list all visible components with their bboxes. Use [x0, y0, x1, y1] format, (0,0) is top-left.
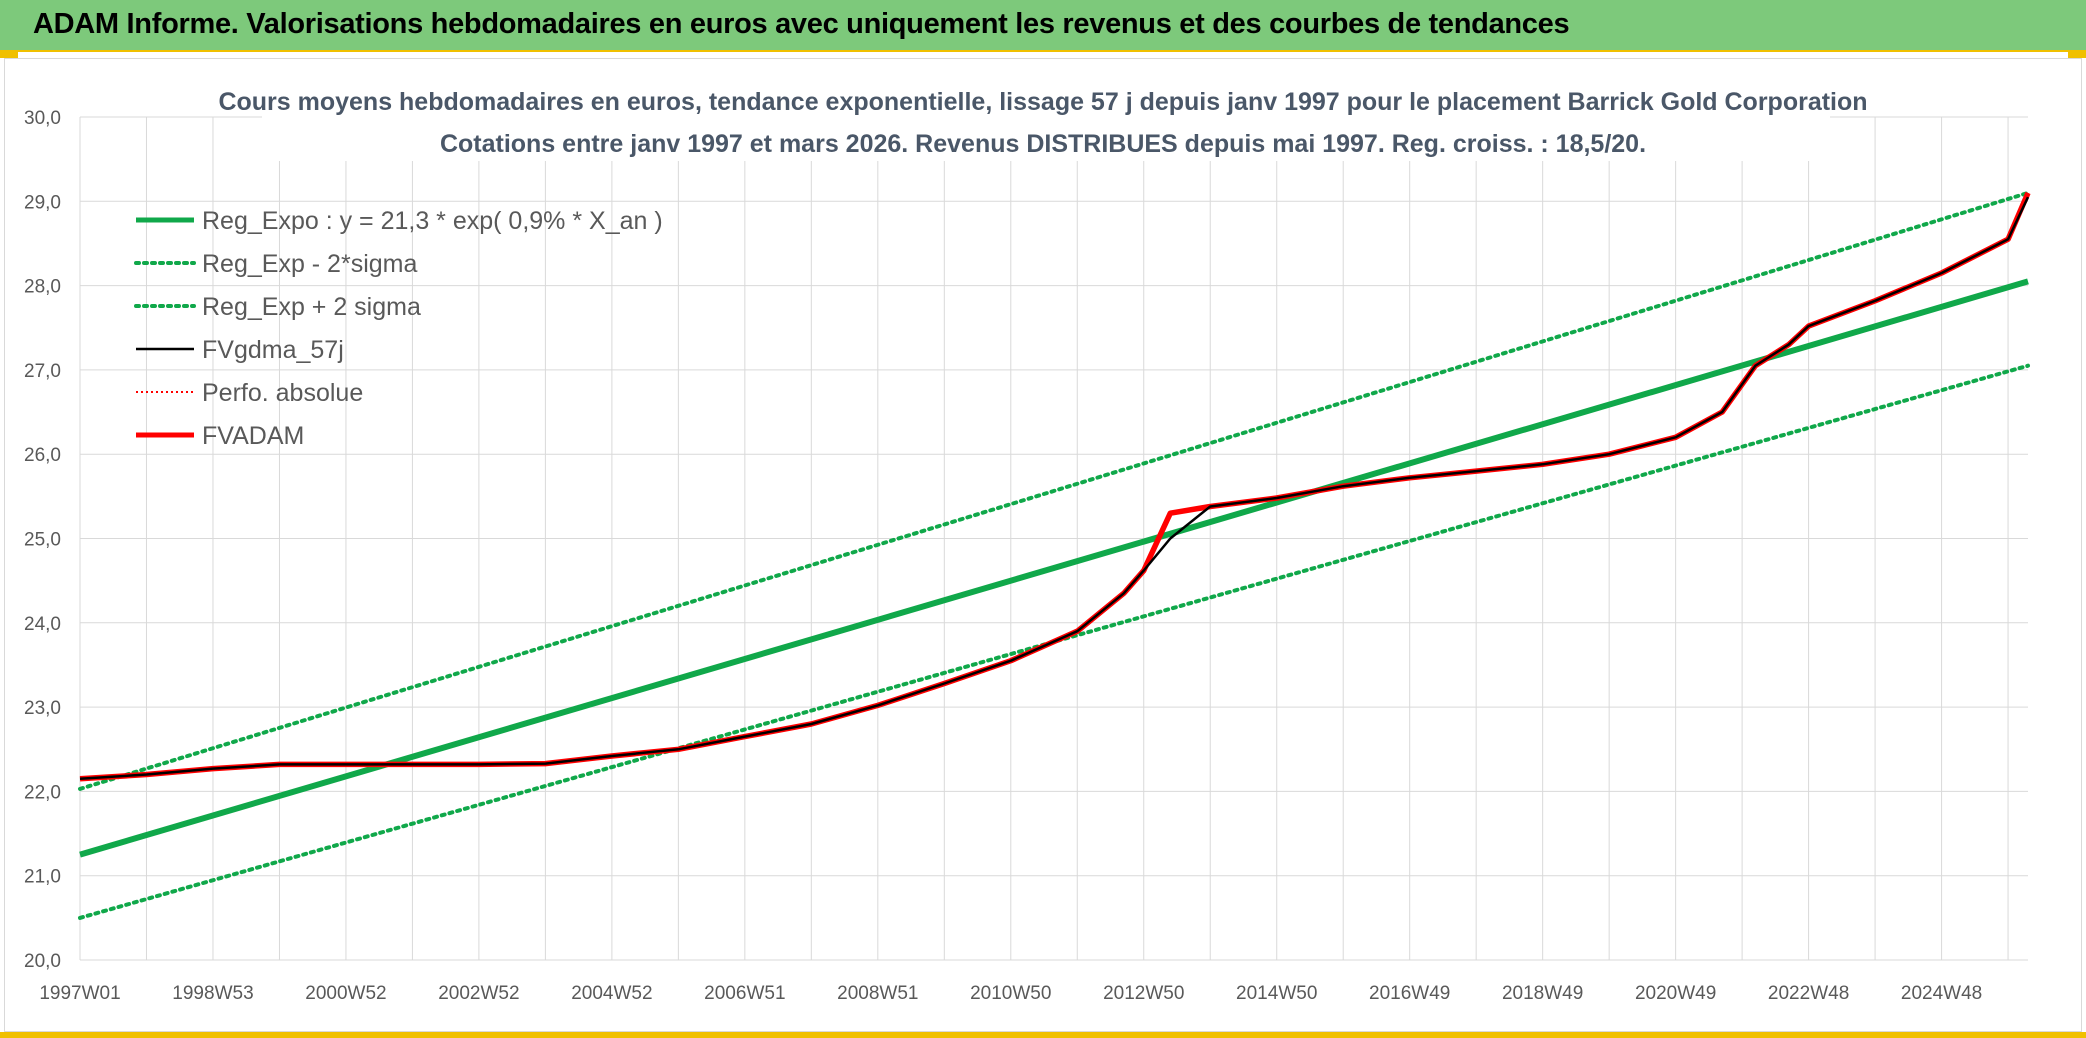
- x-axis-ticks: 1997W01 1998W53 2000W52 2002W52 2004W52 2006W…: [39, 983, 1982, 1004]
- grid-layer: [79, 116, 2028, 961]
- chart-subtitle: Cotations entre janv 1997 et mars 2026. …: [440, 130, 1646, 158]
- y-tick-label: 26,0: [24, 445, 61, 466]
- x-tick-label: 1998W53: [172, 983, 253, 1004]
- y-tick-label: 29,0: [24, 192, 61, 213]
- chart-title: Cours moyens hebdomadaires en euros, ten…: [218, 88, 1867, 116]
- legend-label-fvgdma-57j: FVgdma_57j: [202, 336, 344, 364]
- x-tick-label: 2004W52: [571, 983, 652, 1004]
- legend-label-reg-expo: Reg_Expo : y = 21,3 * exp( 0,9% * X_an ): [202, 207, 663, 235]
- x-tick-label: 2014W50: [1236, 983, 1317, 1004]
- x-tick-label: 2024W48: [1901, 983, 1982, 1004]
- x-tick-label: 2000W52: [305, 983, 386, 1004]
- y-tick-label: 28,0: [24, 277, 61, 298]
- x-tick-label: 2016W49: [1369, 983, 1450, 1004]
- y-tick-label: 21,0: [24, 867, 61, 888]
- x-tick-label: 2002W52: [438, 983, 519, 1004]
- bottom-accent-bar: [0, 1032, 2086, 1038]
- x-tick-label: 2008W51: [837, 983, 918, 1004]
- y-tick-label: 25,0: [24, 530, 61, 551]
- banner-corner-right: [2068, 52, 2086, 58]
- y-tick-label: 30,0: [24, 108, 61, 129]
- y-tick-label: 27,0: [24, 361, 61, 382]
- series-fvgdma-57j: [79, 196, 2030, 781]
- x-tick-label: 2020W49: [1635, 983, 1716, 1004]
- legend-label-fvadam: FVADAM: [202, 422, 304, 450]
- chart-frame: [4, 58, 2082, 1032]
- report-title: ADAM Informe. Valorisations hebdomadaire…: [33, 8, 1570, 40]
- x-tick-label: 2022W48: [1768, 983, 1849, 1004]
- banner-corner-left: [0, 52, 18, 58]
- report-banner: ADAM Informe. Valorisations hebdomadaire…: [0, 0, 2086, 52]
- y-axis-ticks: 20,0 21,0 22,0 23,0 24,0 25,0 26,0 27,0 28,0 29,0…: [24, 108, 61, 972]
- x-tick-label: 2012W50: [1103, 983, 1184, 1004]
- x-tick-label: 2010W50: [970, 983, 1051, 1004]
- title-background: [262, 85, 1830, 161]
- legend-label-reg-exp-plus-2-sigma: Reg_Exp + 2 sigma: [202, 293, 421, 321]
- series-reg-expo: [79, 278, 2029, 858]
- y-tick-label: 24,0: [24, 614, 61, 635]
- series-layer: [78, 190, 2031, 920]
- y-tick-label: 23,0: [24, 698, 61, 719]
- x-tick-label: 2018W49: [1502, 983, 1583, 1004]
- y-tick-label: 22,0: [24, 782, 61, 803]
- legend: Reg_Expo : y = 21,3 * exp( 0,9% * X_an )…: [134, 207, 663, 450]
- series-reg-exp-plus-2-sigma: [78, 190, 2030, 791]
- y-tick-label: 20,0: [24, 951, 61, 972]
- x-tick-label: 2006W51: [704, 983, 785, 1004]
- legend-label-reg-exp-minus-2-sigma: Reg_Exp - 2*sigma: [202, 250, 417, 278]
- x-tick-label: 1997W01: [39, 983, 120, 1004]
- legend-label-perfo-absolue: Perfo. absolue: [202, 379, 363, 407]
